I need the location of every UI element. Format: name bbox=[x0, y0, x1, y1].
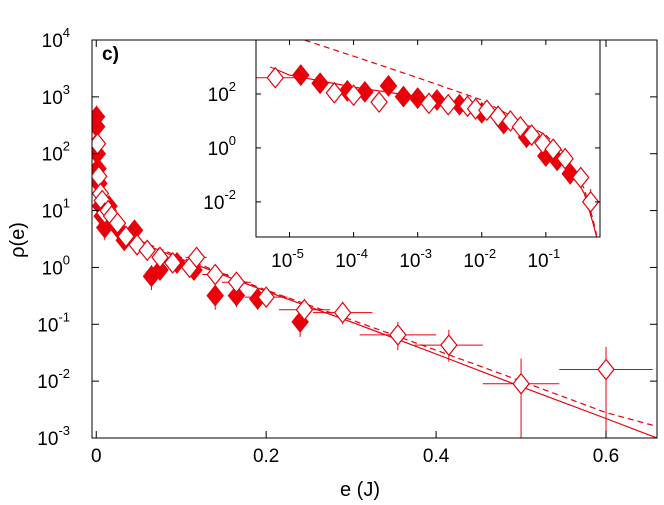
main-ytick-exponent: -1 bbox=[58, 309, 70, 324]
main-ytick-exponent: 4 bbox=[63, 25, 70, 40]
main-open-diamond-point bbox=[151, 246, 169, 269]
main-ytick-exponent: 1 bbox=[63, 196, 70, 211]
main-open-diamond-point bbox=[227, 271, 246, 294]
main-ytick-label: 10-1 bbox=[37, 309, 70, 336]
inset-filled-diamond-point bbox=[311, 72, 329, 95]
main-ytick-exponent: 0 bbox=[63, 252, 70, 267]
main-ytick-label: 100 bbox=[42, 252, 70, 279]
main-ytick-label: 103 bbox=[42, 82, 70, 109]
inset-xtick-exponent: -5 bbox=[292, 246, 304, 261]
y-axis-label: ρ(e) bbox=[7, 222, 29, 258]
inset-open-diamond-point bbox=[370, 91, 388, 114]
inset-frame bbox=[255, 39, 601, 238]
main-open-diamond-point bbox=[117, 225, 135, 248]
main-xtick-label: 0.2 bbox=[253, 446, 279, 467]
main-ytick-label: 10-3 bbox=[37, 423, 70, 450]
panel-label: c) bbox=[102, 44, 119, 65]
inset-filled-diamond-point bbox=[394, 85, 413, 108]
inset-ytick-exponent: 2 bbox=[229, 79, 236, 94]
main-xtick-label: 0.4 bbox=[423, 446, 450, 467]
inset-plot-content bbox=[256, 40, 600, 237]
inset-open-diamond-point bbox=[266, 66, 285, 89]
main-ytick-label: 102 bbox=[42, 139, 70, 166]
inset-xtick-exponent: -1 bbox=[549, 246, 561, 261]
inset-open-diamond-point bbox=[556, 147, 574, 170]
inset-open-diamond-point bbox=[325, 81, 344, 104]
main-ytick-label: 10-2 bbox=[37, 366, 70, 393]
inset-open-diamond-point bbox=[511, 115, 530, 138]
inset-xtick-exponent: -3 bbox=[420, 246, 432, 261]
inset-open-diamond-point bbox=[420, 92, 438, 115]
main-open-diamond-point bbox=[206, 263, 224, 286]
inset-filled-diamond-point bbox=[292, 64, 310, 87]
inset-ytick-exponent: 0 bbox=[229, 133, 236, 148]
main-ytick-label: 101 bbox=[42, 196, 70, 223]
main-open-diamond-point bbox=[187, 246, 206, 269]
inset-xtick-exponent: -2 bbox=[485, 246, 497, 261]
main-open-diamond-point bbox=[257, 286, 275, 309]
main-open-diamond-point bbox=[295, 298, 314, 321]
inset-open-diamond-point bbox=[344, 84, 363, 107]
inset-ytick-exponent: -2 bbox=[224, 187, 236, 202]
main-ytick-exponent: -3 bbox=[58, 423, 70, 438]
main-ytick-exponent: -2 bbox=[58, 366, 70, 381]
main-open-diamond-point bbox=[163, 251, 182, 274]
inset-xtick-exponent: -4 bbox=[356, 246, 368, 261]
main-open-diamond-point bbox=[440, 334, 458, 357]
inset-open-diamond-point bbox=[466, 97, 485, 120]
inset-open-diamond-point bbox=[581, 190, 600, 213]
main-xtick-label: 0 bbox=[91, 446, 102, 467]
main-ytick-exponent: 3 bbox=[63, 82, 70, 97]
main-filled-diamond-point bbox=[151, 259, 169, 281]
main-xtick-label: 0.6 bbox=[593, 446, 619, 467]
inset-open-diamond-point bbox=[544, 138, 562, 161]
main-ytick-exponent: 2 bbox=[63, 139, 70, 154]
main-open-diamond-point bbox=[333, 301, 352, 324]
main-open-diamond-point bbox=[389, 323, 407, 346]
main-ytick-label: 104 bbox=[42, 25, 70, 52]
main-open-diamond-point bbox=[597, 358, 615, 381]
inset-open-diamond-point bbox=[571, 166, 590, 189]
main-open-diamond-point bbox=[108, 212, 127, 235]
main-filled-diamond-point bbox=[206, 284, 224, 307]
inset-open-diamond-point bbox=[522, 124, 541, 147]
main-open-diamond-point bbox=[512, 372, 530, 395]
x-axis-label: e (J) bbox=[340, 479, 380, 500]
inset-open-diamond-point bbox=[439, 93, 458, 116]
main-filled-diamond-point bbox=[227, 284, 246, 307]
main-open-diamond-point bbox=[138, 239, 156, 262]
main-plot-content bbox=[92, 105, 657, 438]
inset-filled-diamond-point bbox=[379, 74, 398, 97]
inset-plot-area bbox=[256, 40, 600, 237]
